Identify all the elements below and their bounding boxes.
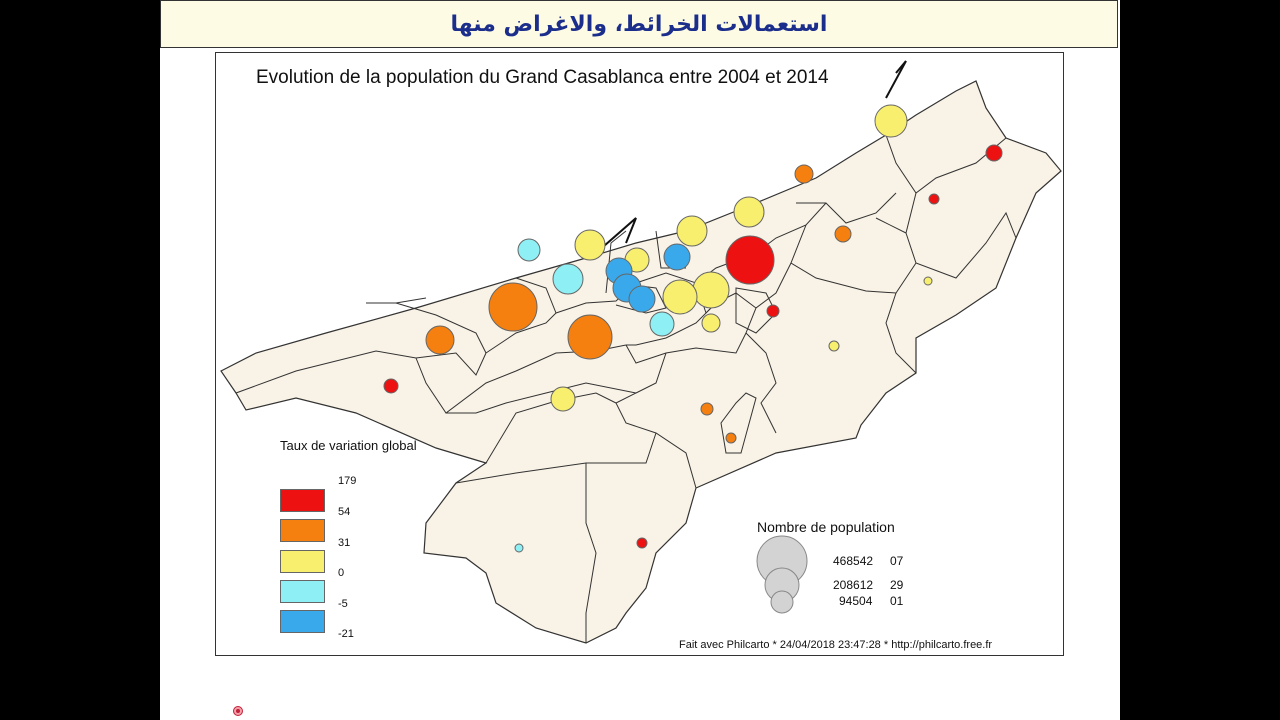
population-circles xyxy=(383,104,1003,553)
size-legend-value-2: 208612 xyxy=(833,578,874,592)
map-circle xyxy=(985,144,1003,162)
legend-title: Taux de variation global xyxy=(280,438,417,453)
size-legend-circle-small xyxy=(770,590,794,614)
legend-swatch-1 xyxy=(280,489,325,512)
credit-text: Fait avec Philcarto * 24/04/2018 23:47:2… xyxy=(679,639,993,651)
legend-swatch-4 xyxy=(280,580,325,603)
legend-label-2: 54 xyxy=(338,506,351,518)
map-circle xyxy=(794,164,814,184)
size-legend-title: Nombre de population xyxy=(757,519,895,535)
map-circle xyxy=(425,325,455,355)
map-circle xyxy=(701,313,721,333)
map-title: Evolution de la population du Grand Casa… xyxy=(256,67,829,88)
map-circle xyxy=(828,340,840,352)
map-circle xyxy=(700,402,714,416)
map-canvas xyxy=(220,60,1062,644)
map-circle xyxy=(550,386,576,412)
map-circle xyxy=(834,225,852,243)
size-legend-suffix-2: 29 xyxy=(890,578,904,592)
map-circle xyxy=(663,243,691,271)
map-circle xyxy=(567,314,613,360)
map-circle xyxy=(628,285,656,313)
map-circle xyxy=(662,279,698,315)
slide-title-bar: استعمالات الخرائط، والاغراض منها xyxy=(160,0,1118,48)
size-legend-value-1: 468542 xyxy=(833,554,874,568)
slide: استعمالات الخرائط، والاغراض منها xyxy=(160,0,1120,720)
size-legend-value-3: 94504 xyxy=(839,594,873,608)
map-circle xyxy=(574,229,606,261)
map-circle xyxy=(488,282,538,332)
legend-label-5: -5 xyxy=(338,598,348,610)
harbor-jetties xyxy=(595,60,907,254)
legend-swatch-2 xyxy=(280,519,325,542)
map-circle xyxy=(517,238,541,262)
legend-label-3: 31 xyxy=(338,537,351,549)
legend-label-4: 0 xyxy=(338,567,345,579)
map-circle xyxy=(676,215,708,247)
size-legend-suffix-3: 01 xyxy=(890,594,904,608)
size-legend-circles xyxy=(756,535,808,614)
map-circle xyxy=(514,543,524,553)
map-circle xyxy=(649,311,675,337)
map-circle xyxy=(636,537,648,549)
map-circle xyxy=(725,235,775,285)
legend-label-6: -21 xyxy=(338,628,354,640)
region-land-outline xyxy=(220,80,1062,644)
slide-title: استعمالات الخرائط، والاغراض منها xyxy=(450,11,828,37)
map-circle xyxy=(552,263,584,295)
map-circle xyxy=(766,304,780,318)
map-circle xyxy=(923,276,933,286)
map-figure: Evolution de la population du Grand Casa… xyxy=(215,52,1064,656)
laser-pointer-icon xyxy=(233,706,243,716)
legend-swatch-5 xyxy=(280,610,325,633)
map-circle xyxy=(725,432,737,444)
size-legend-suffix-1: 07 xyxy=(890,554,904,568)
map-circle xyxy=(383,378,399,394)
map-circle xyxy=(692,271,730,309)
map-circle xyxy=(874,104,908,138)
legend-label-1: 179 xyxy=(338,475,357,487)
map-circle xyxy=(928,193,940,205)
legend-swatch-3 xyxy=(280,550,325,573)
map-circle xyxy=(733,196,765,228)
